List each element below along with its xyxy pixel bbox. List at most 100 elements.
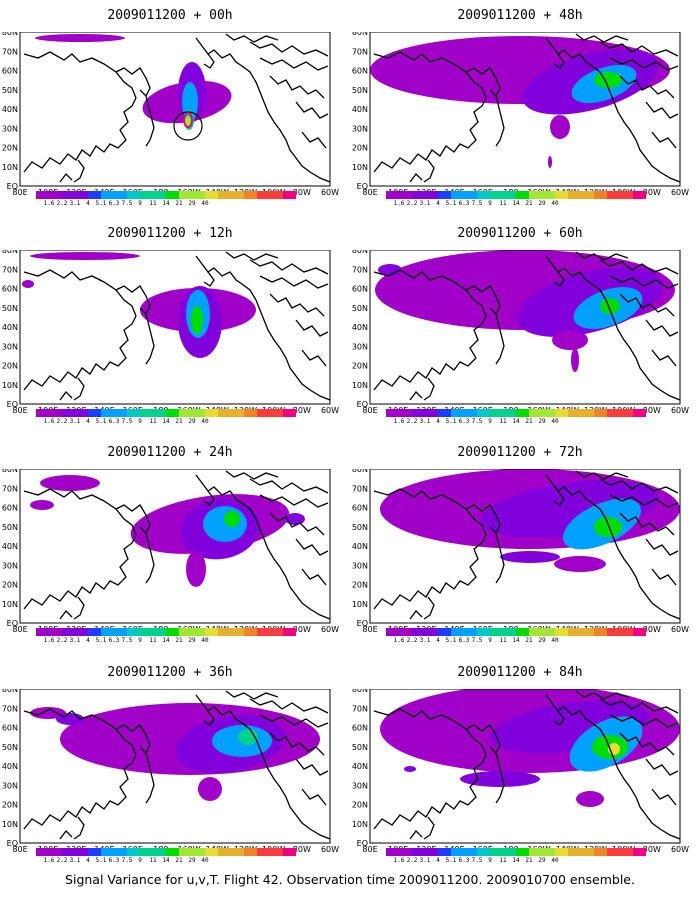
colorbar-swatch	[568, 191, 581, 199]
lon-label: 60W	[321, 188, 339, 197]
colorbar-swatch	[594, 848, 607, 856]
map-panel: 2009011200 + 72h 80N 70N 60N 50N 40N 30N 20N 10N…	[350, 445, 690, 660]
lat-label: 30N	[2, 342, 18, 351]
colorbar-label: 1.6	[393, 200, 405, 207]
coastline	[373, 488, 487, 610]
lat-label: 20N	[352, 801, 368, 810]
coastline	[619, 75, 675, 99]
variance-contour	[186, 551, 206, 587]
colorbar-swatch	[594, 409, 607, 417]
coastline	[301, 131, 327, 149]
colorbar-swatch	[568, 628, 581, 636]
colorbar-label: 29	[188, 637, 196, 644]
lon-label: 80E	[362, 406, 377, 415]
lat-label: 10N	[2, 381, 18, 390]
coastline	[495, 532, 505, 584]
coastline	[73, 816, 85, 840]
coastline	[195, 474, 330, 620]
colorbar-label: 6.3	[458, 857, 470, 864]
lat-label: 60N	[2, 285, 18, 294]
colorbar-label: 11	[149, 637, 157, 644]
colorbar-swatch	[581, 628, 594, 636]
coastline	[575, 251, 629, 261]
colorbar-label: 11	[499, 857, 507, 864]
lon-label: 60W	[671, 845, 689, 854]
colorbar-swatch	[114, 191, 127, 199]
variance-contour	[35, 34, 125, 42]
coastline	[145, 313, 155, 365]
colorbar-swatch	[36, 191, 49, 199]
colorbar-swatch	[529, 191, 542, 199]
colorbar-swatch	[205, 191, 218, 199]
coastline	[373, 269, 487, 391]
colorbar-swatch	[179, 848, 192, 856]
lat-label: 10N	[352, 163, 368, 172]
colorbar-swatch	[633, 191, 646, 199]
colorbar-swatch	[114, 409, 127, 417]
colorbar-label: 21	[525, 200, 533, 207]
variance-contour	[30, 252, 140, 260]
colorbar-swatch	[127, 191, 140, 199]
lat-label: 50N	[352, 86, 368, 95]
colorbar-swatch	[244, 191, 257, 199]
panel-title: 2009011200 + 48h	[457, 8, 583, 23]
lat-label: 80N	[352, 32, 368, 37]
lat-label: 50N	[2, 523, 18, 532]
colorbar-swatch	[36, 409, 49, 417]
colorbar: 1.6 2.2 3.1 4 5.1 6.3 7.5 9 11 14 21 29 40	[386, 409, 646, 427]
map-frame	[369, 250, 681, 405]
colorbar-label: 1.6	[43, 637, 55, 644]
lat-label: 70N	[2, 704, 18, 713]
coastline	[545, 37, 680, 183]
lat-label: 60N	[352, 285, 368, 294]
signal-variance-map: 80N70N60N50N40N30N20N10NEQ80E100E120E140…	[2, 32, 339, 197]
colorbar-swatch	[542, 628, 555, 636]
lat-label: 80N	[352, 469, 368, 474]
colorbar-label: 7.5	[471, 637, 483, 644]
colorbar-swatch	[568, 409, 581, 417]
coastline	[651, 131, 677, 149]
colorbar-swatch	[581, 848, 594, 856]
map-frame	[369, 689, 681, 844]
colorbar-swatch	[205, 848, 218, 856]
coastline	[73, 159, 85, 183]
coastline	[269, 512, 325, 536]
map-frame	[369, 469, 681, 624]
colorbar-swatch	[62, 628, 75, 636]
colorbar-swatch	[529, 409, 542, 417]
colorbar-swatch	[503, 628, 516, 636]
coastline	[203, 271, 215, 287]
colorbar-swatch	[581, 191, 594, 199]
colorbar-swatch	[425, 191, 438, 199]
lon-label: 60W	[671, 406, 689, 415]
coastline	[619, 293, 675, 317]
colorbar-swatch	[166, 628, 179, 636]
colorbar-swatch	[231, 191, 244, 199]
colorbar-swatch	[516, 191, 529, 199]
colorbar-label: 29	[188, 857, 196, 864]
lat-label: 20N	[352, 581, 368, 590]
variance-contour	[594, 517, 622, 537]
variance-contour	[224, 511, 240, 527]
coastline	[645, 758, 679, 776]
coastline	[423, 159, 435, 183]
colorbar-label: 2.2	[406, 637, 418, 644]
lat-label: 70N	[352, 47, 368, 56]
coastline	[259, 275, 329, 289]
colorbar-label: 40	[551, 418, 559, 425]
colorbar-label: 21	[175, 857, 183, 864]
lat-label: EQ	[7, 839, 18, 848]
colorbar-label: 4	[86, 637, 90, 644]
lat-label: EQ	[357, 619, 368, 628]
colorbar-swatch	[192, 628, 205, 636]
map-panel: 2009011200 + 84h 80N 70N 60N 50N 40N 30N 20N 10N…	[350, 665, 690, 880]
colorbar-swatch	[166, 848, 179, 856]
variance-contour	[600, 298, 620, 314]
coastline	[423, 596, 435, 620]
colorbar-swatch	[633, 848, 646, 856]
panel-title: 2009011200 + 24h	[107, 445, 233, 460]
variance-contour	[500, 551, 560, 563]
colorbar-swatch	[412, 848, 425, 856]
coastline	[269, 75, 325, 99]
coastline	[225, 470, 279, 480]
